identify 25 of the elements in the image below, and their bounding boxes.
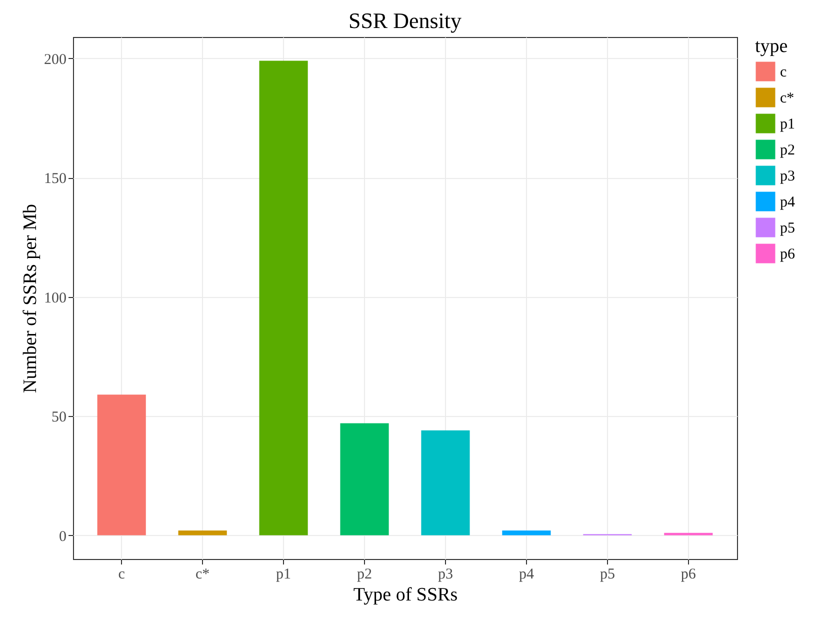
y-tick-label: 0 xyxy=(59,528,66,545)
legend-label: p5 xyxy=(780,220,795,236)
legend-label: p1 xyxy=(780,116,795,132)
y-tick-label: 200 xyxy=(44,52,66,68)
y-axis-title: Number of SSRs per Mb xyxy=(20,204,41,393)
x-tick-label: p3 xyxy=(438,566,453,582)
y-tick-label: 50 xyxy=(52,410,66,426)
x-tick-label: c* xyxy=(195,566,210,582)
y-tick-label: 150 xyxy=(44,171,66,188)
y-tick-label: 100 xyxy=(44,290,66,306)
legend-title: type xyxy=(755,36,788,57)
x-tick-label: p6 xyxy=(680,566,696,582)
legend-label: c xyxy=(780,64,787,80)
chart-title: SSR Density xyxy=(348,8,462,33)
x-tick-label: p4 xyxy=(518,566,534,582)
x-tick-label: c xyxy=(118,566,126,582)
legend-label: p4 xyxy=(780,194,796,210)
legend-label: c* xyxy=(780,90,794,106)
x-axis-title: Type of SSRs xyxy=(353,584,458,606)
x-tick-label: p5 xyxy=(600,566,615,582)
x-tick-label: p2 xyxy=(357,566,372,582)
legend-label: p6 xyxy=(780,246,796,262)
legend-label: p2 xyxy=(780,142,795,158)
legend-label: p3 xyxy=(780,168,795,184)
x-tick-label: p1 xyxy=(276,566,292,582)
